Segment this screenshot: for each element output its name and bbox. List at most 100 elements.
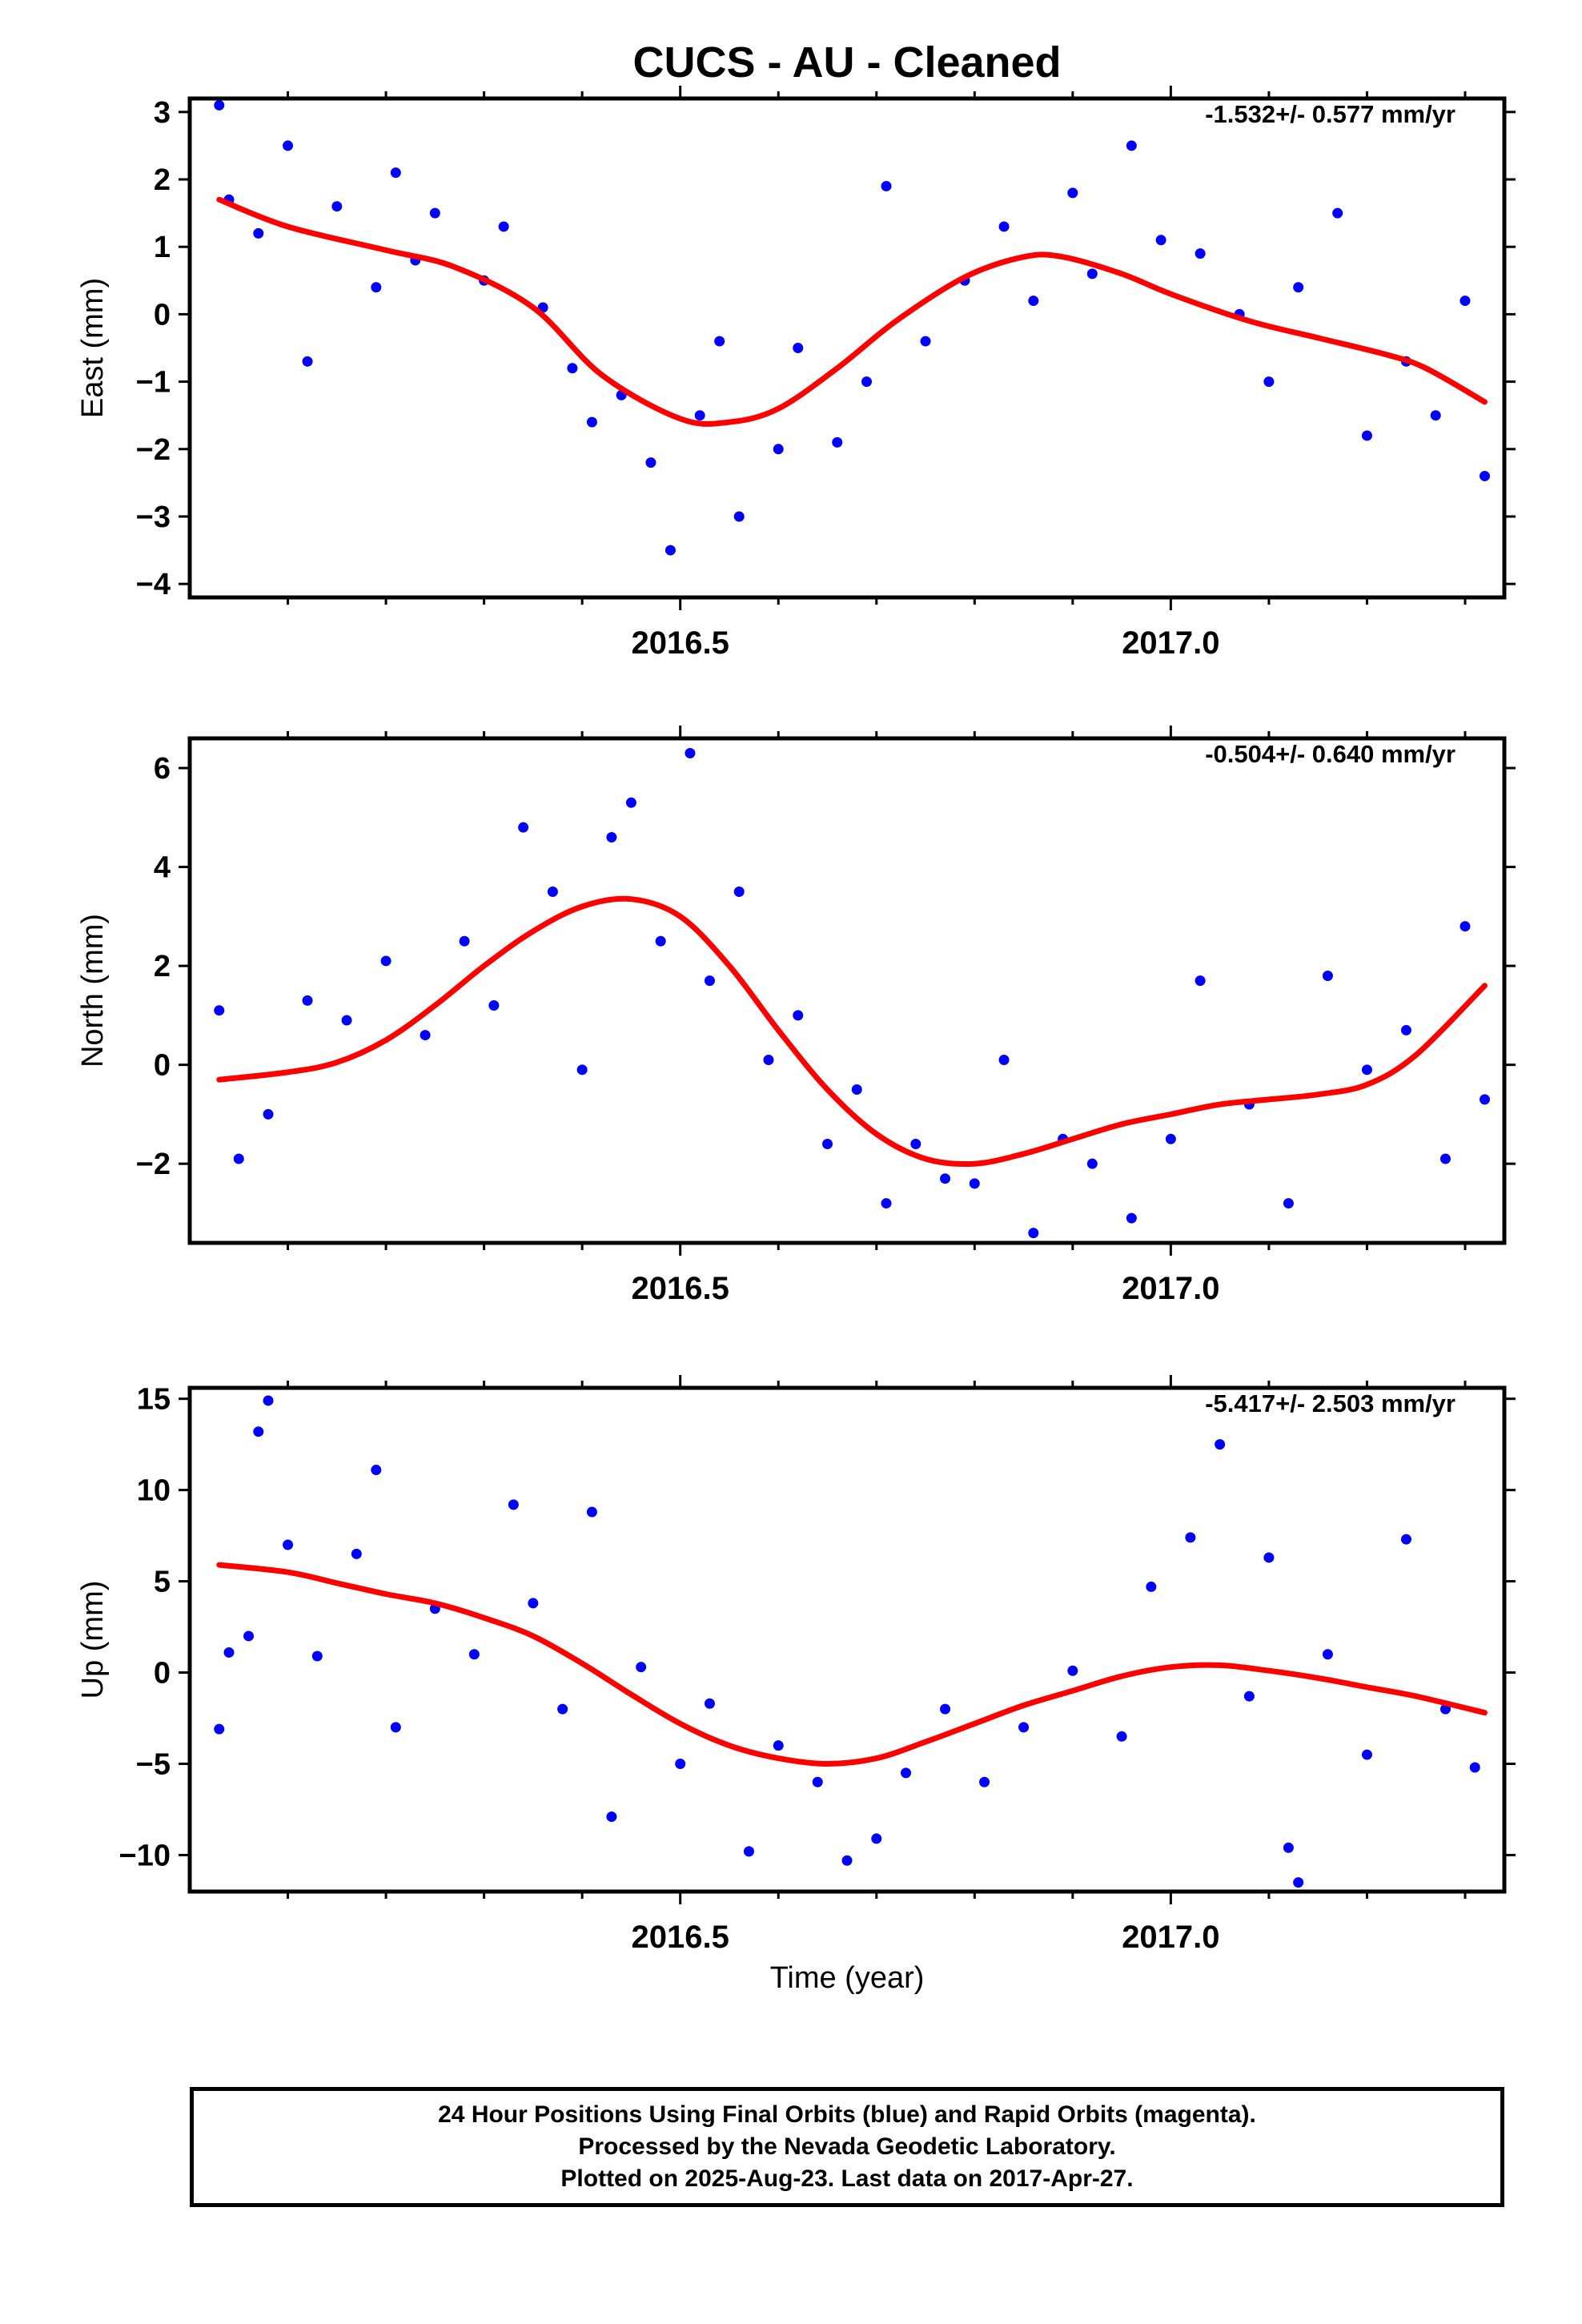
y-tick-label-east: −1 (136, 366, 171, 400)
data-point-north (881, 1198, 892, 1209)
data-point-north (733, 886, 745, 897)
data-point-north (1086, 1158, 1098, 1169)
plot-frame-north (187, 736, 1507, 1245)
footer-line-2: Processed by the Nevada Geodetic Laborat… (578, 2133, 1116, 2160)
y-tick-label-north: 6 (154, 752, 171, 786)
plot-frame-up (187, 1385, 1507, 1894)
data-point-north (793, 1010, 804, 1021)
data-point-north (1439, 1153, 1451, 1164)
data-point-north (380, 955, 391, 967)
data-point-north (1165, 1133, 1176, 1144)
data-point-up (1361, 1749, 1372, 1760)
data-point-east (881, 180, 892, 191)
data-point-north (763, 1054, 774, 1065)
x-tick-label-north: 2016.5 (632, 1271, 729, 1306)
data-point-north (851, 1084, 862, 1096)
data-point-up (704, 1698, 715, 1709)
data-point-north (302, 995, 313, 1006)
plot-frame-east (187, 96, 1507, 600)
y-tick-label-east: 0 (154, 298, 171, 332)
data-point-east (1028, 296, 1039, 307)
rate-label-up: -5.417+/- 2.503 mm/yr (1205, 1389, 1456, 1417)
y-tick-label-east: −3 (136, 501, 171, 534)
data-point-north (685, 748, 696, 759)
data-point-north (940, 1173, 951, 1184)
data-point-east (861, 376, 873, 388)
data-point-east (733, 511, 745, 522)
data-point-north (547, 886, 558, 897)
y-tick-label-east: 1 (154, 231, 171, 264)
y-tick-label-east: −2 (136, 433, 171, 467)
data-point-up (1067, 1665, 1078, 1676)
data-point-north (969, 1178, 980, 1189)
data-point-north (1322, 970, 1333, 981)
y-tick-label-up: 15 (137, 1383, 171, 1417)
data-point-up (940, 1703, 951, 1715)
data-point-east (429, 207, 440, 219)
data-point-up (636, 1662, 647, 1673)
data-point-north (606, 832, 617, 843)
data-point-east (283, 140, 294, 151)
plot-area-up (214, 1395, 1488, 1888)
x-tick-label-north: 2017.0 (1122, 1271, 1219, 1306)
data-point-east (1430, 410, 1441, 421)
data-point-up (243, 1630, 255, 1642)
data-point-up (901, 1767, 912, 1779)
data-point-east (214, 99, 225, 111)
data-point-east (1263, 376, 1275, 388)
footer-info-box: 24 Hour Positions Using Final Orbits (bl… (190, 2087, 1504, 2207)
data-point-north (998, 1054, 1010, 1065)
y-axis-label-up: Up (mm) (76, 1581, 110, 1699)
data-point-up (1116, 1731, 1127, 1742)
y-tick-label-north: 4 (154, 851, 171, 885)
data-point-east (1155, 235, 1166, 246)
data-point-up (311, 1651, 323, 1662)
data-point-north (625, 797, 636, 808)
data-point-east (586, 416, 597, 428)
footer-line-3: Plotted on 2025-Aug-23. Last data on 201… (560, 2165, 1134, 2192)
data-point-north (214, 1005, 225, 1016)
data-point-up (253, 1426, 264, 1437)
data-point-north (655, 935, 666, 947)
x-axis-label: Time (year) (770, 1961, 925, 1995)
y-tick-label-north: −2 (136, 1148, 171, 1181)
data-point-north (518, 822, 529, 833)
data-point-up (351, 1548, 362, 1559)
plot-area-east (214, 99, 1490, 556)
x-tick-label-up: 2017.0 (1122, 1920, 1219, 1955)
data-point-north (263, 1108, 274, 1120)
y-tick-label-east: 3 (154, 96, 171, 130)
data-point-up (390, 1722, 401, 1733)
data-point-up (841, 1855, 853, 1866)
data-point-up (1215, 1439, 1226, 1450)
panel-east: 3 2 1 0 −1 −2 −3 −4 2016.5 2017.0 -1.532+/- 0.577 … (76, 86, 1516, 661)
data-point-north (576, 1064, 588, 1076)
data-point-north (704, 975, 715, 987)
data-point-east (645, 457, 656, 468)
data-point-up (557, 1703, 568, 1715)
data-point-east (793, 343, 804, 353)
data-point-east (1086, 268, 1098, 279)
y-tick-label-north: 2 (154, 950, 171, 983)
data-point-east (714, 336, 725, 347)
data-point-east (998, 221, 1010, 232)
data-point-north (821, 1138, 833, 1149)
data-point-north (1028, 1228, 1039, 1239)
data-point-north (1479, 1094, 1490, 1105)
y-axis-label-east: East (mm) (76, 278, 110, 418)
data-point-up (773, 1740, 784, 1751)
y-tick-label-up: −10 (119, 1839, 171, 1872)
data-point-up (508, 1499, 519, 1510)
data-point-up (1322, 1649, 1333, 1660)
data-point-east (498, 221, 509, 232)
data-point-up (1185, 1532, 1196, 1543)
data-point-east (773, 444, 784, 455)
data-point-east (920, 336, 931, 347)
data-point-up (223, 1647, 235, 1658)
data-point-up (528, 1598, 539, 1609)
data-point-east (253, 227, 264, 239)
y-tick-label-east: −4 (136, 568, 171, 601)
data-point-north (1283, 1198, 1294, 1209)
data-point-north (1400, 1024, 1411, 1035)
